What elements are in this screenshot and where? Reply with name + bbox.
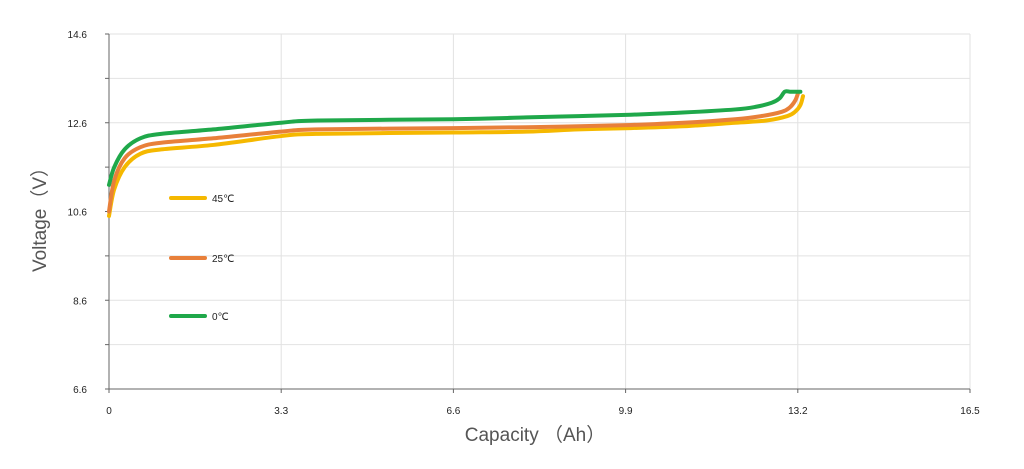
- legend-label-0: 45℃: [212, 194, 234, 205]
- y-tick-label: 8.6: [73, 296, 87, 307]
- legend-label-2: 0℃: [212, 312, 229, 323]
- x-axis-title: Capacity （Ah）: [465, 424, 605, 446]
- series-line-0: [107, 94, 806, 218]
- legend-label-1: 25℃: [212, 254, 234, 265]
- y-tick-label: 12.6: [68, 119, 88, 130]
- axes: 6.6 8.6 10.6 12.6 14.6 0 3.3 6.6 9.9 13.2 16.5: [68, 30, 981, 417]
- x-tick-label: 13.2: [788, 406, 808, 417]
- y-axis-title: Voltage（V）: [29, 158, 51, 272]
- grid: [109, 33, 971, 389]
- legend: 45℃ 25℃ 0℃: [169, 194, 234, 323]
- series-line-1: [107, 91, 800, 214]
- y-tick-label: 10.6: [68, 208, 88, 219]
- x-tick-label: 9.9: [619, 406, 633, 417]
- series-lines: [107, 89, 806, 218]
- x-tick-label: 16.5: [960, 406, 980, 417]
- series-line-2: [107, 89, 803, 187]
- x-tick-label: 0: [106, 406, 112, 417]
- y-tick-label: 14.6: [68, 30, 88, 41]
- x-tick-label: 6.6: [446, 406, 460, 417]
- y-tick-label: 6.6: [73, 385, 87, 396]
- x-tick-label: 3.3: [274, 406, 288, 417]
